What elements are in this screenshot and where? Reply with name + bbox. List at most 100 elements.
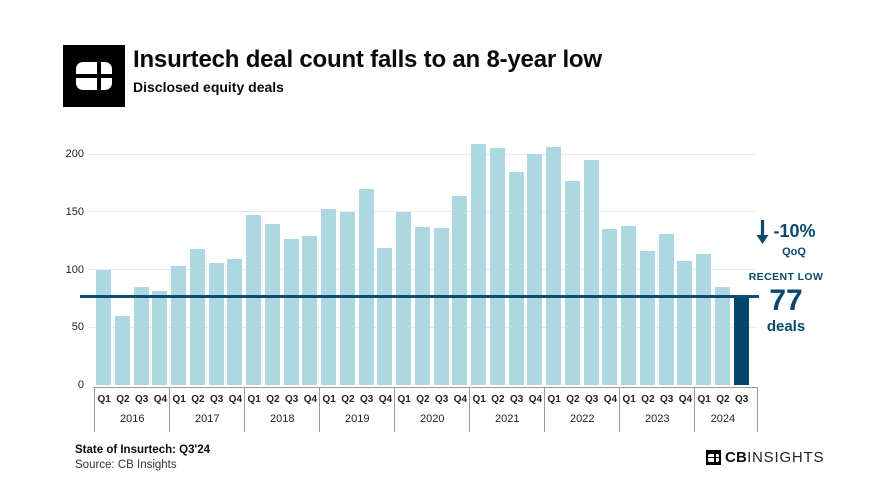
y-tick-label: 50 (71, 321, 84, 334)
quarter-label: Q4 (678, 394, 693, 405)
x-axis: Q1 Q2 Q3 Q4 2016 Q1 Q2 Q3 Q4 2017 Q1 Q2 Q3 Q4 2018 Q1 Q2… (93, 387, 758, 432)
year-group: Q1 Q2 Q3 Q4 2017 (168, 387, 245, 432)
y-tick-label: 200 (65, 148, 84, 160)
bar (414, 226, 430, 385)
gridline (88, 153, 756, 155)
quarter-label: Q1 (697, 394, 711, 405)
quarter-label: Q1 (472, 394, 486, 405)
quarter-label: Q4 (528, 394, 543, 405)
quarter-label: Q4 (153, 394, 168, 405)
deal-count-bar-chart: 0 50 100 150 200 Q1 Q2 Q3 Q4 2016 Q1 Q2 Q3 Q4 2017 Q1 Q… (65, 143, 759, 432)
bar (714, 286, 730, 385)
bar (677, 261, 693, 385)
quarter-label: Q2 (566, 394, 580, 405)
quarter-label: Q2 (641, 394, 655, 405)
year-label: 2016 (120, 413, 145, 425)
year-group: Q1 Q2 Q3 Q4 2019 (318, 387, 395, 432)
bar (264, 224, 280, 385)
quarter-label: Q1 (172, 394, 186, 405)
year-group: Q1 Q2 Q3 Q4 2023 (618, 387, 695, 432)
bar (358, 188, 374, 385)
quarter-label: Q4 (303, 394, 318, 405)
quarter-label: Q2 (191, 394, 205, 405)
quarter-label: Q3 (285, 394, 299, 405)
bar (564, 180, 580, 385)
year-group: Q1 Q2 Q3 Q4 2020 (393, 387, 470, 432)
year-label: 2023 (645, 413, 670, 425)
cbinsights-mark-icon (63, 45, 125, 107)
bar (339, 211, 355, 385)
chart-annotations: -10% QoQ RECENT LOW 77 deals (742, 218, 830, 335)
year-group: Q1 Q2 Q3 Q4 2022 (543, 387, 620, 432)
highlighted-bar (733, 296, 749, 385)
bar (546, 147, 562, 385)
y-tick-label: 100 (65, 263, 84, 276)
quarter-label: Q2 (266, 394, 280, 405)
bar (302, 236, 318, 385)
y-tick-label: 150 (65, 205, 84, 218)
year-group: Q1 Q2 Q3 2024 (693, 387, 751, 432)
bar (396, 211, 412, 385)
recent-low-value: 77 (769, 284, 803, 317)
quarter-label: Q4 (453, 394, 468, 405)
y-tick-label: 0 (77, 379, 84, 391)
bar (283, 239, 299, 385)
quarter-label: Q1 (97, 394, 111, 405)
bar (377, 247, 393, 385)
quarter-label: Q2 (341, 394, 355, 405)
brand-cb-text: CB (725, 449, 748, 466)
year-group: Q1 Q2 Q3 Q4 2016 (93, 387, 170, 432)
cbinsights-glyph-icon (76, 62, 112, 90)
quarter-label: Q1 (247, 394, 261, 405)
quarter-label: Q1 (322, 394, 336, 405)
recent-low-unit: deals (766, 318, 806, 335)
bar (189, 248, 205, 385)
down-arrow-icon (756, 220, 769, 244)
bar (152, 291, 168, 385)
quarter-label: Q3 (210, 394, 224, 405)
quarter-label: Q3 (360, 394, 374, 405)
bar (208, 262, 224, 385)
year-group: Q1 Q2 Q3 Q4 2021 (468, 387, 545, 432)
bar (433, 227, 449, 385)
bar (527, 154, 543, 385)
bar (96, 269, 112, 385)
bar (489, 148, 505, 385)
quarter-label: Q1 (397, 394, 411, 405)
qoq-label: QoQ (782, 246, 806, 258)
bar (639, 251, 655, 385)
report-name: State of Insurtech: Q3'24 (75, 444, 211, 456)
bar (171, 266, 187, 385)
bar (246, 215, 262, 385)
recent-low-line (80, 294, 759, 298)
bar (452, 195, 468, 385)
quarter-label: Q4 (228, 394, 243, 405)
bar (508, 172, 524, 385)
quarter-label: Q3 (585, 394, 599, 405)
bar (114, 315, 130, 385)
year-label: 2017 (195, 413, 220, 425)
bar (621, 225, 637, 385)
page-subtitle: Disclosed equity deals (133, 79, 284, 95)
quarter-label: Q4 (378, 394, 393, 405)
quarter-label: Q2 (116, 394, 130, 405)
quarter-label: Q1 (622, 394, 636, 405)
quarter-label: Q2 (491, 394, 505, 405)
year-label: 2020 (420, 413, 445, 425)
quarter-label: Q2 (416, 394, 430, 405)
quarter-label: Q3 (135, 394, 149, 405)
quarter-label: Q4 (603, 394, 618, 405)
year-group: Q1 Q2 Q3 Q4 2018 (243, 387, 320, 432)
bar (471, 143, 487, 385)
quarter-label: Q2 (716, 394, 730, 405)
source-line: Source: CB Insights (75, 459, 177, 471)
page-title: Insurtech deal count falls to an 8-year … (133, 46, 602, 73)
quarter-label: Q3 (435, 394, 449, 405)
qoq-annotation: -10% (742, 218, 830, 245)
year-label: 2019 (345, 413, 370, 425)
quarter-label: Q3 (510, 394, 524, 405)
year-label: 2022 (570, 413, 595, 425)
quarter-label: Q3 (735, 394, 749, 405)
quarter-label: Q3 (660, 394, 674, 405)
bar (133, 286, 149, 385)
